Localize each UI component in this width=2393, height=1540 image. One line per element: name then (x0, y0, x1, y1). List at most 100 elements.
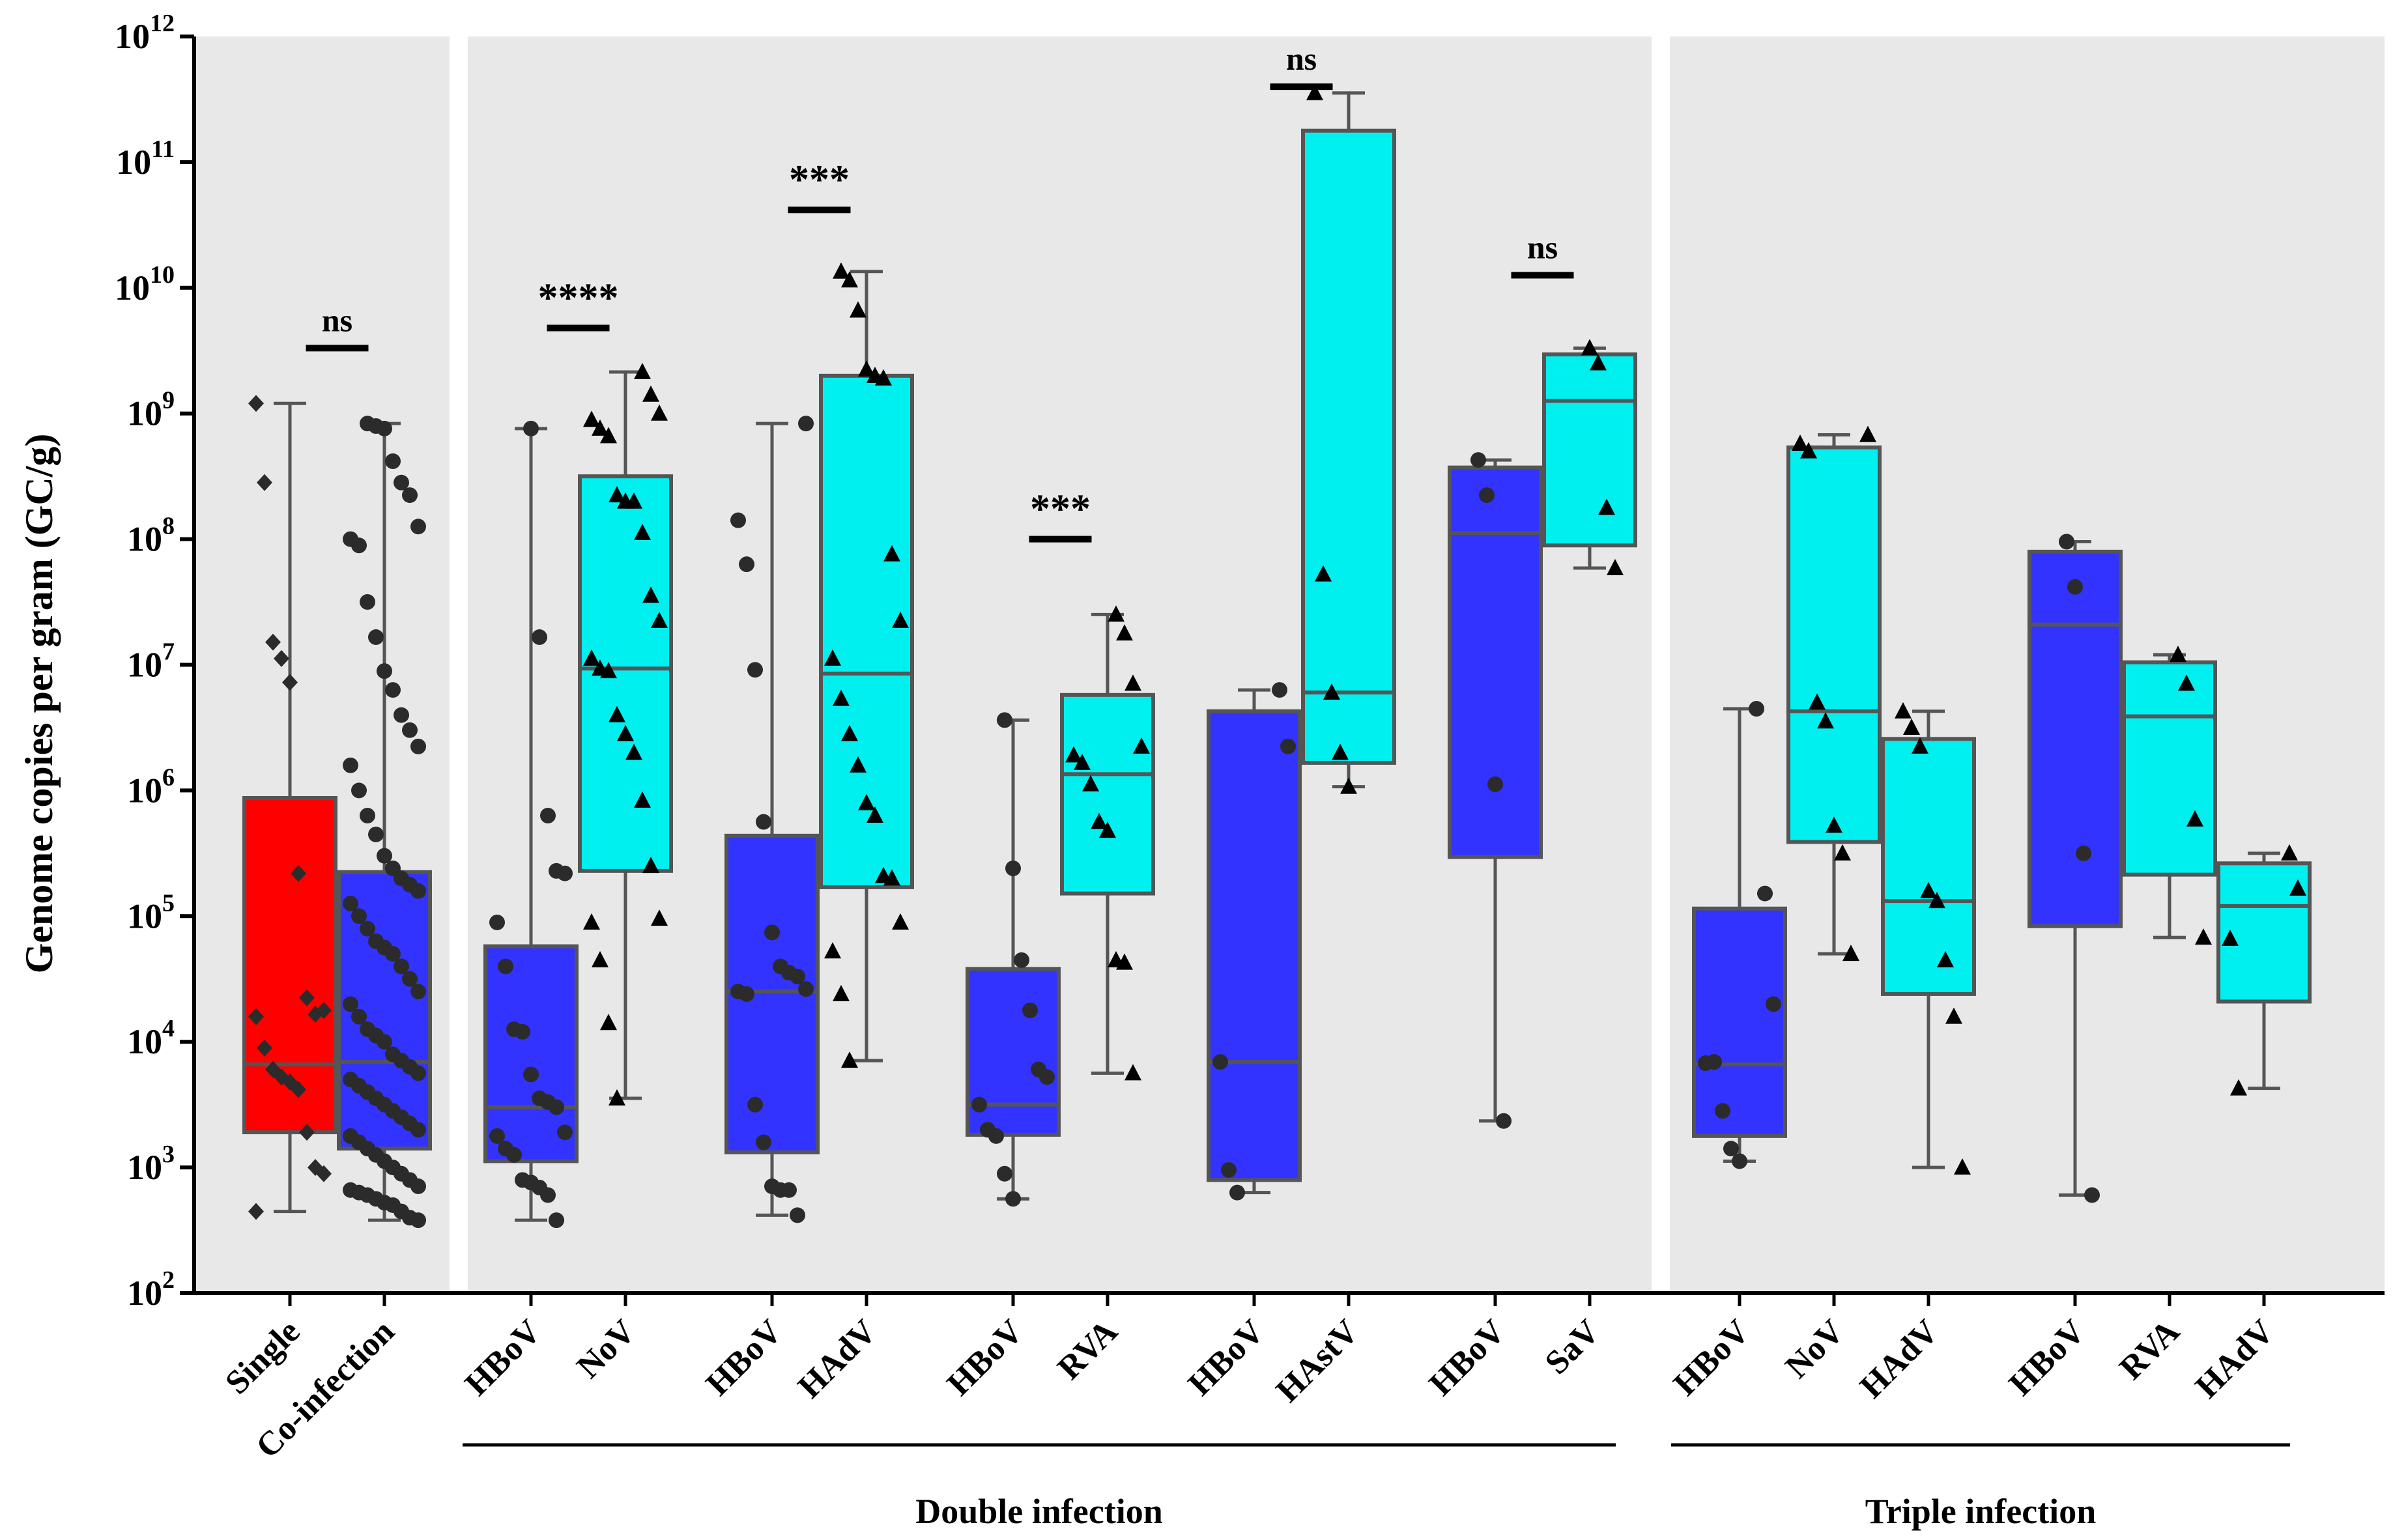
x-category-label: HBoV (940, 1313, 1030, 1403)
data-point (248, 395, 264, 412)
data-point (2170, 646, 2186, 663)
x-category-label: HBoV (1667, 1313, 1756, 1403)
data-point (410, 519, 426, 535)
box (1448, 465, 1543, 859)
y-tick-label: 104 (127, 1015, 175, 1061)
x-category-label: Single (218, 1313, 307, 1401)
data-point (1859, 425, 1876, 442)
y-tick-label: 103 (127, 1141, 175, 1187)
data-point (1817, 712, 1834, 729)
data-point (1715, 1103, 1730, 1119)
data-point (351, 908, 367, 924)
data-point (343, 996, 358, 1012)
data-point (642, 857, 659, 874)
box (819, 373, 914, 889)
data-point (988, 1128, 1004, 1144)
data-point (617, 724, 634, 741)
data-point (1315, 565, 1332, 582)
significance-label: ns (1286, 40, 1317, 77)
data-point (1306, 83, 1323, 100)
data-point (1809, 693, 1826, 710)
y-tick-label: 105 (127, 889, 175, 935)
data-point (883, 545, 900, 562)
data-point (523, 420, 539, 436)
data-point (2084, 1187, 2100, 1203)
data-point (634, 363, 651, 380)
data-point (850, 756, 867, 773)
data-point (1487, 776, 1503, 792)
data-point (1912, 737, 1928, 754)
data-point (1792, 434, 1809, 451)
data-point (841, 1051, 858, 1068)
data-point (1005, 860, 1021, 876)
data-point (360, 594, 375, 610)
group-label: Double infection (915, 1492, 1163, 1531)
data-point (1133, 737, 1150, 754)
data-point (764, 924, 780, 941)
y-tick-exponent: 9 (162, 387, 175, 414)
data-point (625, 743, 642, 760)
data-point (274, 649, 289, 667)
box (1786, 445, 1882, 844)
data-point (394, 474, 409, 491)
data-point (2222, 930, 2239, 947)
x-category-label: HAdV (2188, 1313, 2281, 1405)
data-point (824, 649, 841, 666)
data-point (351, 1008, 367, 1025)
x-category-label: HAdV (791, 1313, 883, 1405)
data-point (410, 738, 426, 754)
data-point (1732, 1153, 1747, 1169)
data-point (402, 971, 418, 987)
data-point (394, 958, 409, 975)
data-point (1280, 738, 1296, 754)
data-point (875, 369, 892, 386)
data-point (1116, 624, 1133, 641)
x-category-label: HBoV (458, 1313, 548, 1403)
data-point (1826, 816, 1842, 833)
data-point (600, 427, 617, 444)
data-point (385, 453, 401, 470)
significance-label: ns (1527, 229, 1558, 266)
data-point (299, 989, 315, 1006)
y-tick-exponent: 12 (150, 10, 175, 37)
data-point (1340, 777, 1357, 794)
significance-label: ns (322, 302, 352, 338)
data-point (1598, 498, 1615, 515)
data-point (609, 706, 625, 722)
data-point (402, 722, 418, 738)
data-point (971, 1096, 987, 1113)
y-tick-exponent: 3 (162, 1141, 175, 1168)
y-tick-base: 10 (116, 143, 151, 182)
data-point (1221, 1162, 1237, 1178)
data-point (402, 487, 418, 504)
data-point (2230, 1079, 2247, 1096)
box (966, 967, 1061, 1137)
data-point (1895, 702, 1912, 719)
data-point (1082, 775, 1099, 791)
data-point (257, 1039, 272, 1057)
y-tick-label: 1010 (115, 261, 175, 307)
x-category-label: RVA (1051, 1313, 1125, 1387)
data-point (498, 958, 513, 975)
data-point (489, 1128, 505, 1144)
data-point (316, 1165, 332, 1182)
data-point (343, 757, 358, 773)
data-point (883, 869, 900, 886)
data-point (850, 301, 867, 318)
data-point (532, 629, 547, 646)
data-point (592, 950, 609, 967)
data-point (781, 1182, 797, 1198)
data-point (394, 707, 409, 723)
data-point (523, 1066, 539, 1083)
significance-label: **** (538, 276, 619, 321)
data-point (1323, 683, 1340, 700)
data-point (410, 1212, 426, 1229)
data-point (609, 1089, 625, 1106)
data-point (1479, 487, 1495, 504)
y-tick-base: 10 (127, 1022, 162, 1061)
data-point (651, 404, 668, 421)
data-point (824, 942, 841, 959)
data-point (410, 1065, 426, 1081)
x-category-label: HBoV (1422, 1313, 1512, 1403)
